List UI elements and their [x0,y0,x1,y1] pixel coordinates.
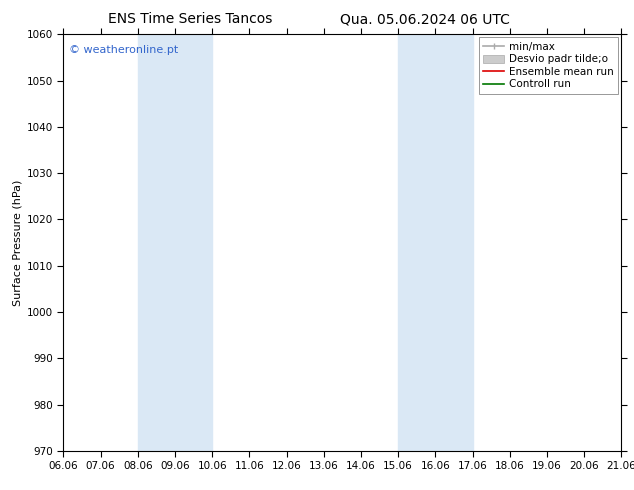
Text: © weatheronline.pt: © weatheronline.pt [69,45,178,55]
Bar [138,34,212,451]
Legend: min/max, Desvio padr tilde;o, Ensemble mean run, Controll run: min/max, Desvio padr tilde;o, Ensemble m… [479,37,618,94]
Y-axis label: Surface Pressure (hPa): Surface Pressure (hPa) [13,179,23,306]
Bar [398,34,472,451]
Text: ENS Time Series Tancos: ENS Time Series Tancos [108,12,273,26]
Text: Qua. 05.06.2024 06 UTC: Qua. 05.06.2024 06 UTC [340,12,510,26]
